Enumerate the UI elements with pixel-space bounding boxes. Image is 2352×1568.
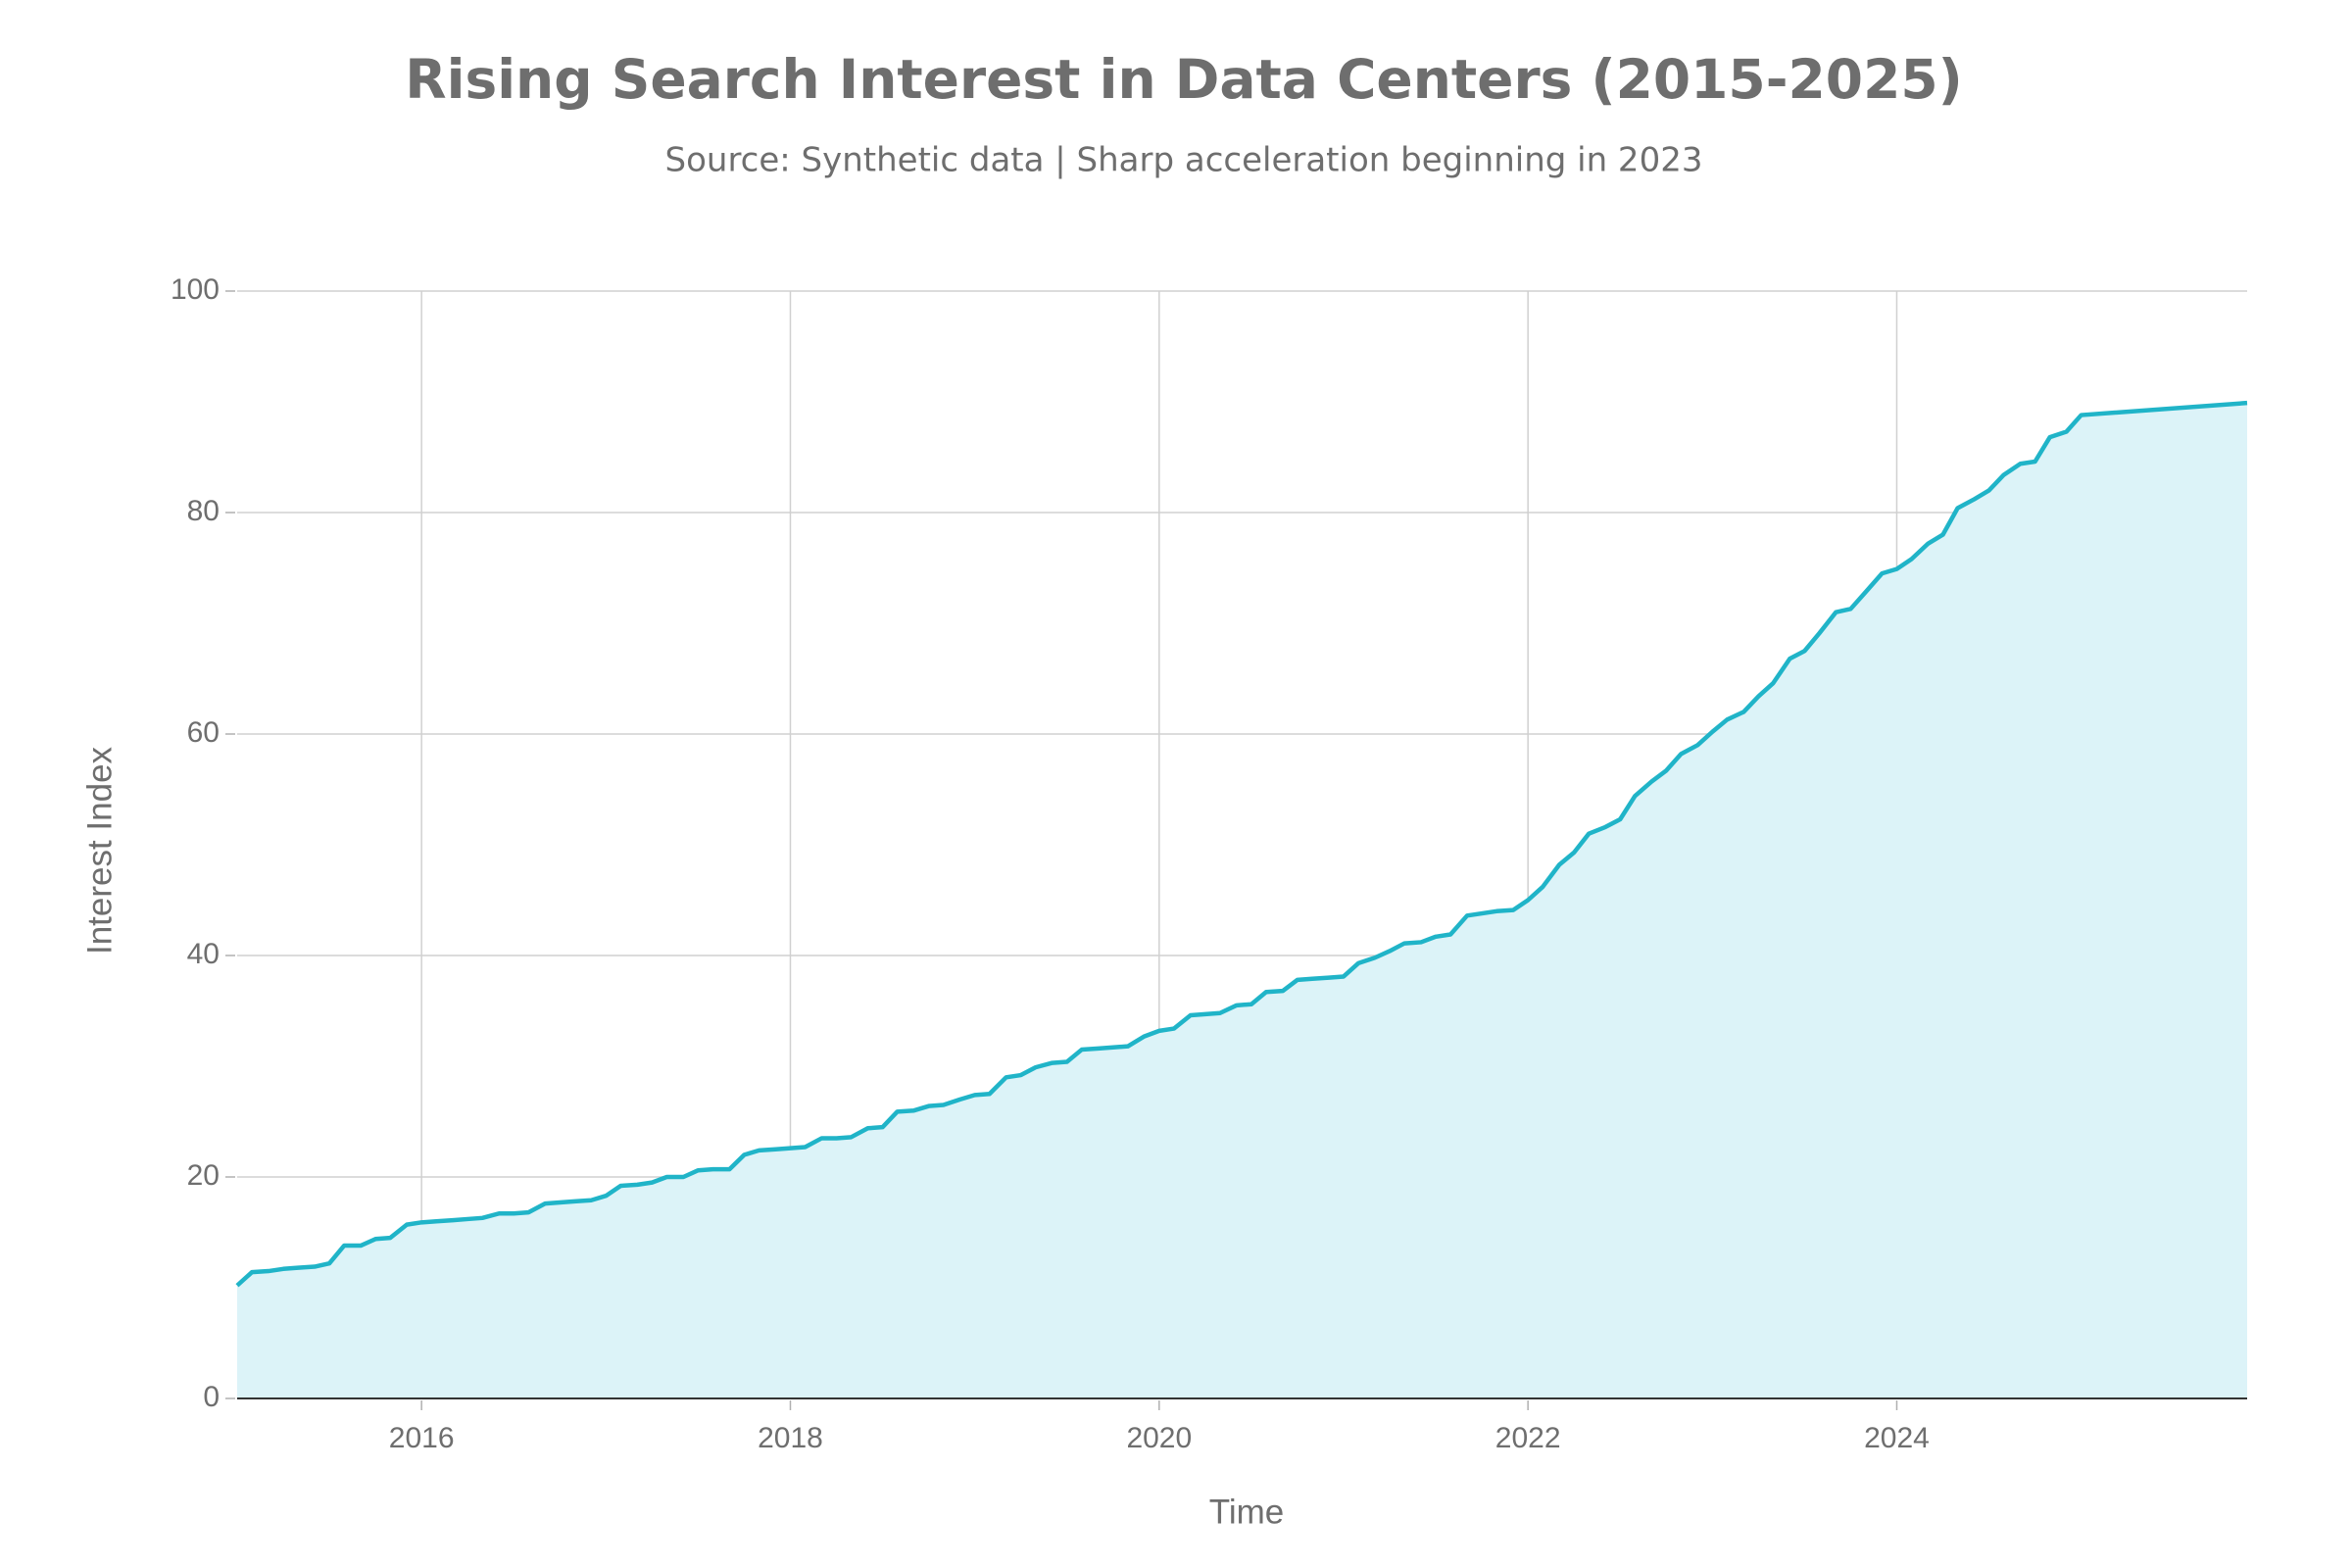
y-tick-label: 100 <box>171 273 220 306</box>
y-tick-label: 0 <box>203 1381 220 1413</box>
x-tick-label: 2020 <box>1126 1422 1192 1454</box>
y-tick-label: 40 <box>187 938 220 970</box>
x-tick-label: 2024 <box>1864 1422 1930 1454</box>
x-tick-label: 2018 <box>758 1422 823 1454</box>
y-tick-label: 80 <box>187 495 220 527</box>
y-axis: 0 20 40 60 80 100 <box>171 273 235 1413</box>
x-tick-label: 2016 <box>389 1422 455 1454</box>
series-line <box>235 400 2248 1288</box>
x-axis-title: Time <box>1209 1493 1284 1531</box>
y-tick-label: 20 <box>187 1159 220 1192</box>
x-axis: 2016 2018 2020 2022 2024 <box>389 1400 1930 1454</box>
x-tick-label: 2022 <box>1495 1422 1561 1454</box>
y-axis-title: Interest Index <box>80 746 119 955</box>
chart-title: Rising Search Interest in Data Centers (… <box>405 48 1963 111</box>
chart-subtitle: Source: Synthetic data | Sharp accelerat… <box>665 141 1703 180</box>
y-tick-label: 60 <box>187 716 220 749</box>
area-fill <box>237 403 2247 1398</box>
